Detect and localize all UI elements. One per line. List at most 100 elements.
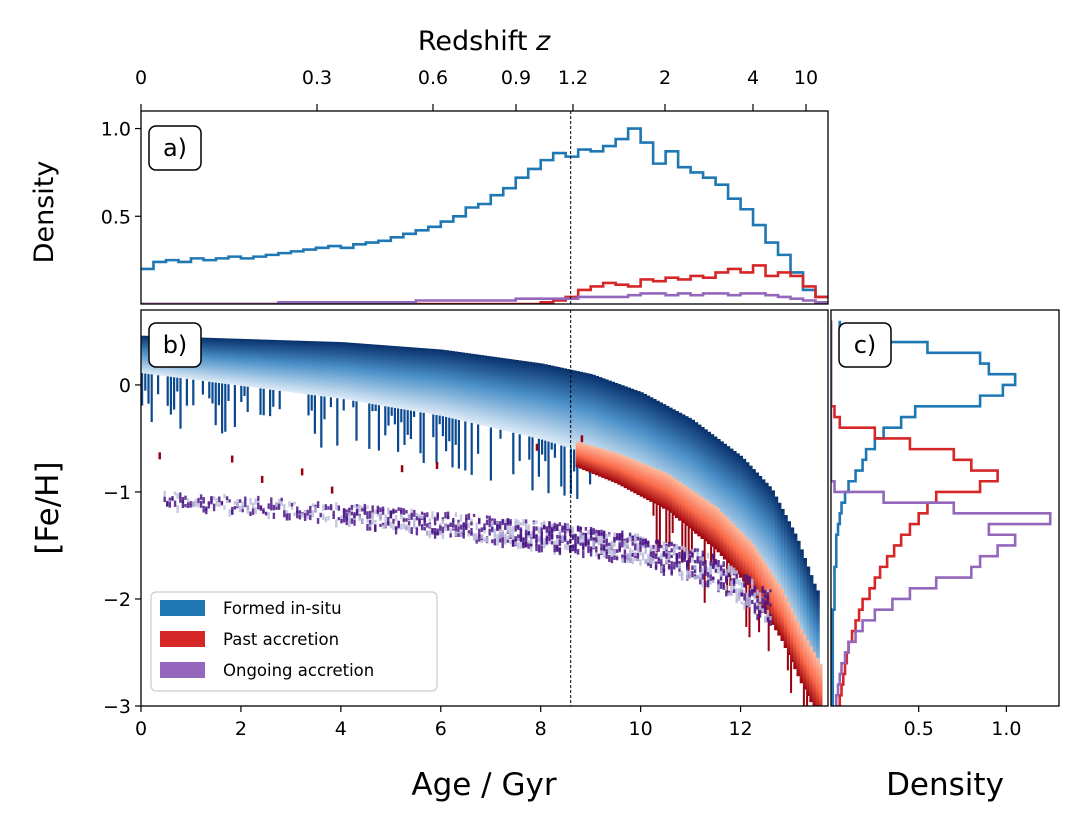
heatmap-in-situ-speck bbox=[144, 373, 147, 391]
heatmap-ongoing-accretion-speck bbox=[488, 515, 491, 520]
heatmap-past-accretion-column bbox=[671, 477, 676, 516]
heatmap-in-situ-speck bbox=[422, 412, 425, 463]
heatmap-past-accretion-column bbox=[697, 495, 701, 537]
heatmap-in-situ-speck bbox=[419, 412, 422, 454]
heatmap-ongoing-accretion-speck bbox=[758, 603, 762, 611]
heatmap-ongoing-accretion-speck bbox=[293, 501, 296, 505]
heatmap-ongoing-accretion-speck bbox=[465, 518, 468, 525]
heatmap-ongoing-accretion-speck bbox=[649, 545, 653, 550]
heatmap-ongoing-accretion-speck bbox=[316, 517, 320, 524]
heatmap-ongoing-accretion-speck bbox=[361, 508, 364, 512]
heatmap-past-accretion-column bbox=[607, 450, 612, 481]
heatmap-ongoing-accretion-speck bbox=[280, 499, 283, 507]
heatmap-ongoing-accretion-speck bbox=[332, 515, 335, 520]
heatmap-ongoing-accretion-speck bbox=[462, 522, 465, 531]
heatmap-ongoing-accretion-speck bbox=[548, 521, 551, 529]
heatmap-ongoing-accretion-speck bbox=[163, 496, 166, 503]
heatmap-ongoing-accretion-speck bbox=[275, 501, 278, 507]
heatmap-outlier-speck bbox=[435, 461, 439, 469]
heatmap-ongoing-accretion-speck bbox=[706, 579, 710, 588]
heatmap-ongoing-accretion-speck bbox=[431, 530, 434, 535]
heatmap-ongoing-accretion-speck bbox=[389, 521, 393, 529]
heatmap-ongoing-accretion-speck bbox=[436, 531, 439, 536]
heatmap-ongoing-accretion-speck bbox=[712, 553, 715, 561]
heatmap-past-accretion-column bbox=[668, 475, 673, 513]
heatmap-ongoing-accretion-speck bbox=[639, 547, 642, 553]
heatmap-ongoing-accretion-speck bbox=[428, 518, 432, 522]
heatmap-ongoing-accretion-speck bbox=[558, 548, 562, 556]
heatmap-ongoing-accretion-speck bbox=[491, 539, 494, 544]
heatmap-ongoing-accretion-speck bbox=[311, 510, 315, 518]
heatmap-ongoing-accretion-speck bbox=[405, 524, 408, 531]
heatmap-ongoing-accretion-speck bbox=[374, 509, 377, 515]
heatmap-past-accretion-column bbox=[639, 462, 644, 497]
heatmap-ongoing-accretion-speck bbox=[628, 555, 632, 563]
heatmap-ongoing-accretion-speck bbox=[639, 541, 642, 549]
heatmap-in-situ-column bbox=[483, 355, 487, 426]
legend-label-ongoing-accretion: Ongoing accretion bbox=[223, 661, 374, 680]
heatmap-ongoing-accretion-speck bbox=[545, 535, 549, 541]
heatmap-ongoing-accretion-speck bbox=[719, 565, 723, 573]
heatmap-in-situ-column bbox=[633, 389, 638, 475]
heatmap-in-situ-column bbox=[310, 341, 315, 395]
heatmap-in-situ-column bbox=[624, 386, 628, 471]
heatmap-ongoing-accretion-speck bbox=[163, 490, 166, 497]
heatmap-ongoing-accretion-speck bbox=[758, 592, 762, 597]
heatmap-ongoing-accretion-speck bbox=[732, 586, 736, 593]
heatmap-in-situ-column bbox=[701, 426, 705, 519]
heatmap-ongoing-accretion-speck bbox=[579, 542, 582, 546]
heatmap-ongoing-accretion-speck bbox=[410, 527, 413, 535]
heatmap-ongoing-accretion-speck bbox=[392, 523, 395, 530]
heatmap-ongoing-accretion-speck bbox=[543, 544, 546, 549]
heatmap-ongoing-accretion-speck bbox=[621, 530, 624, 538]
heatmap-past-accretion-speck bbox=[786, 655, 789, 671]
heatmap-ongoing-accretion-speck bbox=[621, 541, 624, 548]
heatmap-in-situ-speck bbox=[221, 383, 224, 434]
heatmap-ongoing-accretion-speck bbox=[751, 589, 754, 594]
heatmap-ongoing-accretion-speck bbox=[470, 527, 473, 534]
heatmap-ongoing-accretion-speck bbox=[462, 529, 465, 535]
heatmap-ongoing-accretion-speck bbox=[366, 523, 369, 531]
heatmap-outlier-speck bbox=[300, 468, 304, 476]
heatmap-ongoing-accretion-speck bbox=[636, 547, 640, 554]
heatmap-ongoing-accretion-speck bbox=[597, 529, 601, 537]
heatmap-ongoing-accretion-speck bbox=[441, 532, 445, 540]
heatmap-in-situ-column bbox=[393, 346, 398, 408]
heatmap-ongoing-accretion-speck bbox=[327, 516, 330, 521]
heatmap-ongoing-accretion-speck bbox=[602, 539, 606, 544]
heatmap-ongoing-accretion-speck bbox=[719, 574, 723, 581]
heatmap-in-situ-column bbox=[374, 344, 379, 405]
heatmap-ongoing-accretion-speck bbox=[184, 503, 187, 508]
heatmap-ongoing-accretion-speck bbox=[530, 542, 533, 547]
redshift-tick-labels: 0 0.3 0.6 0.9 1.2 2 4 10 bbox=[135, 67, 818, 111]
heatmap-ongoing-accretion-speck bbox=[459, 530, 463, 538]
heatmap-ongoing-accretion-speck bbox=[660, 553, 663, 560]
heatmap-ongoing-accretion-speck bbox=[470, 532, 473, 536]
heatmap-ongoing-accretion-speck bbox=[537, 544, 541, 553]
heatmap-in-situ-column bbox=[518, 360, 523, 435]
heatmap-ongoing-accretion-speck bbox=[613, 541, 616, 547]
heatmap-ongoing-accretion-speck bbox=[267, 503, 270, 509]
heatmap-ongoing-accretion-speck bbox=[631, 540, 634, 546]
heatmap-in-situ-column bbox=[653, 399, 657, 486]
heatmap-ongoing-accretion-speck bbox=[657, 557, 660, 561]
heatmap-ongoing-accretion-speck bbox=[215, 502, 218, 507]
heatmap-ongoing-accretion-speck bbox=[233, 501, 237, 505]
heatmap-ongoing-accretion-speck bbox=[327, 506, 330, 510]
heatmap-in-situ-column bbox=[342, 342, 347, 400]
heatmap-ongoing-accretion-speck bbox=[543, 542, 546, 547]
heatmap-ongoing-accretion-speck bbox=[714, 564, 718, 569]
heatmap-in-situ-speck bbox=[169, 376, 172, 415]
heatmap-past-accretion-column bbox=[662, 471, 666, 509]
heatmap-ongoing-accretion-speck bbox=[457, 522, 460, 527]
heatmap-in-situ-column bbox=[477, 354, 481, 425]
panel-c-frame bbox=[830, 309, 1060, 707]
heatmap-in-situ-column bbox=[358, 343, 363, 402]
heatmap-ongoing-accretion-speck bbox=[493, 538, 497, 546]
heatmap-ongoing-accretion-speck bbox=[582, 542, 585, 546]
heatmap-past-accretion-column bbox=[623, 456, 628, 489]
panel-c-label: c) bbox=[854, 331, 877, 359]
heatmap-ongoing-accretion-speck bbox=[465, 524, 468, 530]
heatmap-ongoing-accretion-speck bbox=[249, 497, 252, 505]
heatmap-in-situ-column bbox=[547, 364, 551, 442]
